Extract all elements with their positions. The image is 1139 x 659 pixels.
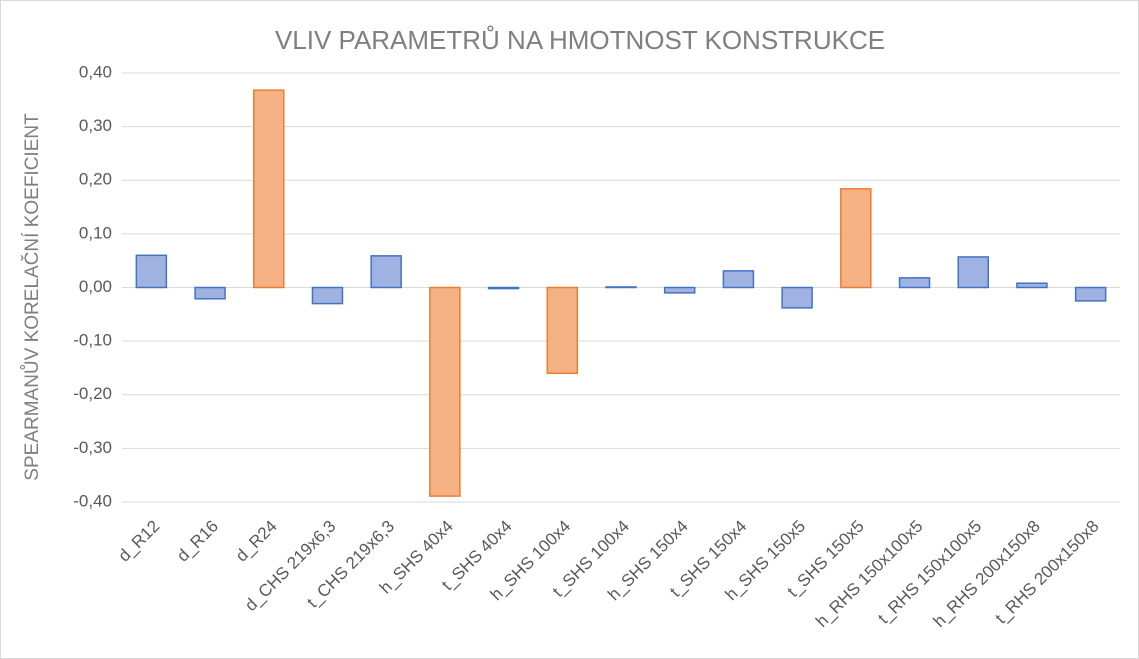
y-tick-label: 0,20 [79, 170, 112, 189]
bar [957, 256, 989, 289]
bar [253, 89, 285, 289]
bar [135, 254, 168, 289]
y-tick-label: -0,10 [73, 331, 112, 350]
chart-title: VLIV PARAMETRŮ NA HMOTNOST KONSTRUKCE [275, 24, 885, 55]
bar [840, 188, 872, 289]
bar [781, 286, 813, 309]
bar [663, 286, 696, 294]
bar [370, 255, 402, 289]
y-axis-label: SPEARMANŮV KORELAČNÍ KOEFICIENT [21, 113, 43, 481]
y-tick-label: -0,30 [73, 438, 112, 457]
bar [311, 286, 344, 305]
y-tick-label: -0,20 [73, 384, 112, 403]
y-tick-label: -0,40 [73, 491, 112, 510]
bar [1016, 282, 1048, 289]
y-tick-label: 0,30 [79, 116, 112, 135]
y-tick-label: 0,40 [79, 62, 112, 81]
y-tick-label: 0,00 [79, 277, 112, 296]
bar [898, 277, 931, 289]
bar [605, 286, 637, 289]
bar [722, 270, 755, 289]
bar [429, 286, 461, 497]
bar [1074, 286, 1107, 302]
y-tick-label: 0,10 [79, 223, 112, 242]
bar [546, 286, 579, 375]
bar [487, 286, 520, 290]
bar [194, 286, 226, 300]
